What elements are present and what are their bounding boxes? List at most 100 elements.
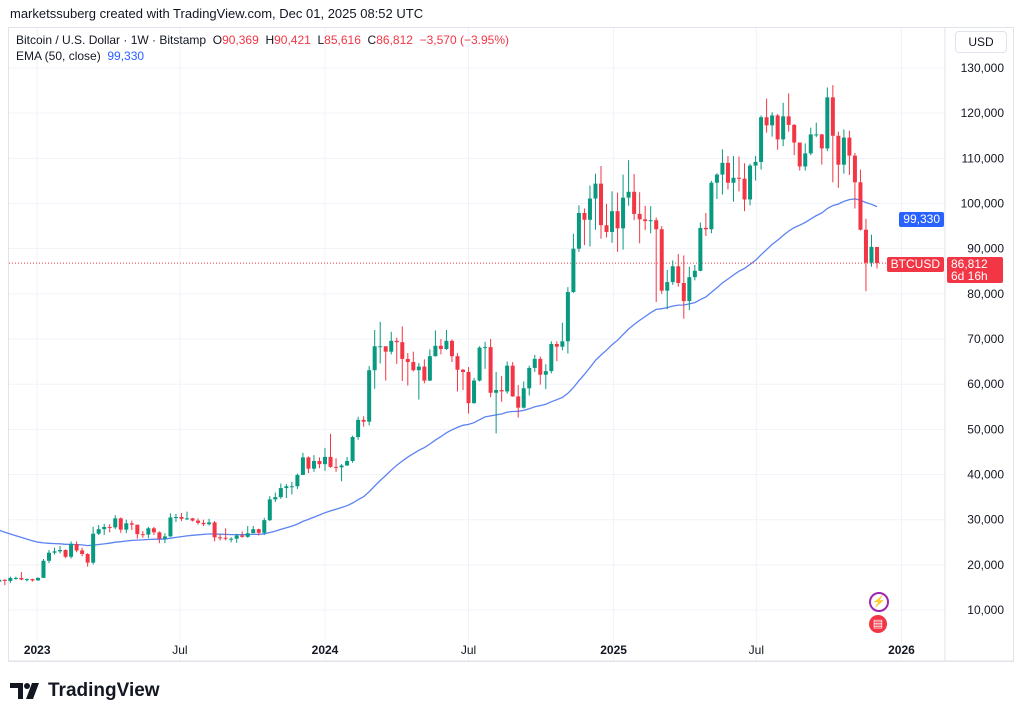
last-price-label: 86,812 6d 16h (947, 257, 1003, 283)
y-tick-label: 120,000 (961, 106, 1005, 120)
y-tick-label: 20,000 (967, 558, 1004, 572)
lightning-event-icon[interactable]: ⚡ (869, 592, 889, 612)
candle-body (367, 370, 372, 422)
candle-body (549, 343, 554, 372)
currency-button[interactable]: USD (955, 31, 1007, 53)
open-label: O (212, 33, 223, 47)
candle-body (85, 554, 90, 563)
ema-legend-label[interactable]: EMA (50, close) (16, 49, 101, 63)
candle-body (196, 520, 201, 523)
x-tick-label: Jul (172, 643, 187, 657)
candle-body (819, 134, 824, 149)
candle-body (742, 178, 747, 200)
change-value: −3,570 (−3.95%) (419, 33, 509, 47)
candle-body (781, 116, 786, 140)
low-label: L (317, 33, 325, 47)
symbol-description[interactable]: Bitcoin / U.S. Dollar · 1W · Bitstamp (16, 33, 207, 47)
candle-body (262, 520, 267, 533)
tradingview-logo-icon (10, 683, 39, 699)
us-flag-event-icon[interactable]: ▤ (869, 615, 887, 633)
x-tick-label: 2024 (312, 643, 339, 657)
candle-body (378, 346, 383, 348)
candle-body (626, 191, 631, 198)
candle-body (681, 283, 686, 302)
candle-body (521, 388, 526, 408)
candle-body (256, 529, 261, 533)
candle-body (836, 135, 841, 165)
candle-body (610, 211, 615, 232)
y-tick-label: 80,000 (967, 287, 1004, 301)
candle-body (858, 182, 863, 230)
candle-body (488, 347, 493, 393)
candle-body (113, 518, 118, 528)
last-price: 86,812 (951, 257, 988, 271)
y-tick-label: 50,000 (967, 422, 1004, 436)
candle-body (554, 343, 559, 347)
candle-body (422, 366, 427, 381)
candle-body (709, 182, 714, 230)
candle-body (455, 356, 460, 370)
candle-body (863, 229, 868, 263)
y-tick-label: 30,000 (967, 513, 1004, 527)
candle-body (576, 212, 581, 249)
candle-body (786, 116, 791, 125)
candle-body (223, 537, 228, 539)
candle-body (328, 456, 333, 467)
candle-body (416, 366, 421, 371)
candle-body (753, 161, 758, 166)
candle-body (648, 220, 653, 222)
candle-body (792, 124, 797, 143)
candle-body (295, 474, 300, 487)
candle-body (461, 369, 465, 372)
candle-body (135, 524, 140, 535)
candle-body (637, 213, 642, 220)
candle-body (2, 579, 7, 581)
chart-legend: Bitcoin / U.S. Dollar · 1W · Bitstamp O9… (16, 32, 509, 64)
candle-body (179, 516, 184, 519)
candle-body (173, 516, 178, 518)
candle-body (593, 183, 598, 199)
candle-body (803, 153, 808, 167)
x-tick-label: Jul (461, 643, 476, 657)
open-value: 90,369 (222, 33, 259, 47)
candle-body (775, 115, 780, 140)
candle-body (405, 358, 410, 363)
candle-body (240, 535, 245, 537)
candle-body (356, 419, 361, 438)
candle-body (869, 246, 874, 263)
candle-body (759, 117, 764, 162)
candle-body (52, 551, 57, 553)
y-tick-label: 100,000 (961, 197, 1005, 211)
candle-body (229, 538, 234, 540)
candle-body (394, 340, 399, 343)
candle-body (499, 390, 504, 392)
candle-body (278, 488, 283, 498)
candle-body (212, 522, 217, 538)
candle-body (770, 115, 775, 126)
tradingview-logo[interactable]: TradingView (10, 680, 160, 702)
candle-body (58, 549, 63, 552)
candle-body (41, 560, 46, 578)
x-tick-label: Jul (749, 643, 764, 657)
candle-body (875, 247, 879, 264)
candle-body (654, 220, 659, 230)
candle-body (444, 340, 449, 349)
low-value: 85,616 (324, 33, 361, 47)
candle-body (334, 466, 339, 468)
candle-body (676, 266, 681, 284)
candle-body (560, 341, 565, 347)
candle-body (168, 517, 173, 537)
candle-body (587, 198, 592, 220)
candle-body (692, 270, 697, 278)
candle-body (96, 529, 101, 534)
candle-body (665, 282, 670, 291)
candle-body (621, 197, 626, 229)
candle-body (35, 577, 40, 581)
candle-body (234, 535, 239, 539)
candle-body (510, 365, 515, 397)
candle-body (8, 577, 13, 581)
candle-body (146, 528, 151, 535)
candle-body (847, 137, 852, 156)
candle-body (643, 219, 648, 222)
